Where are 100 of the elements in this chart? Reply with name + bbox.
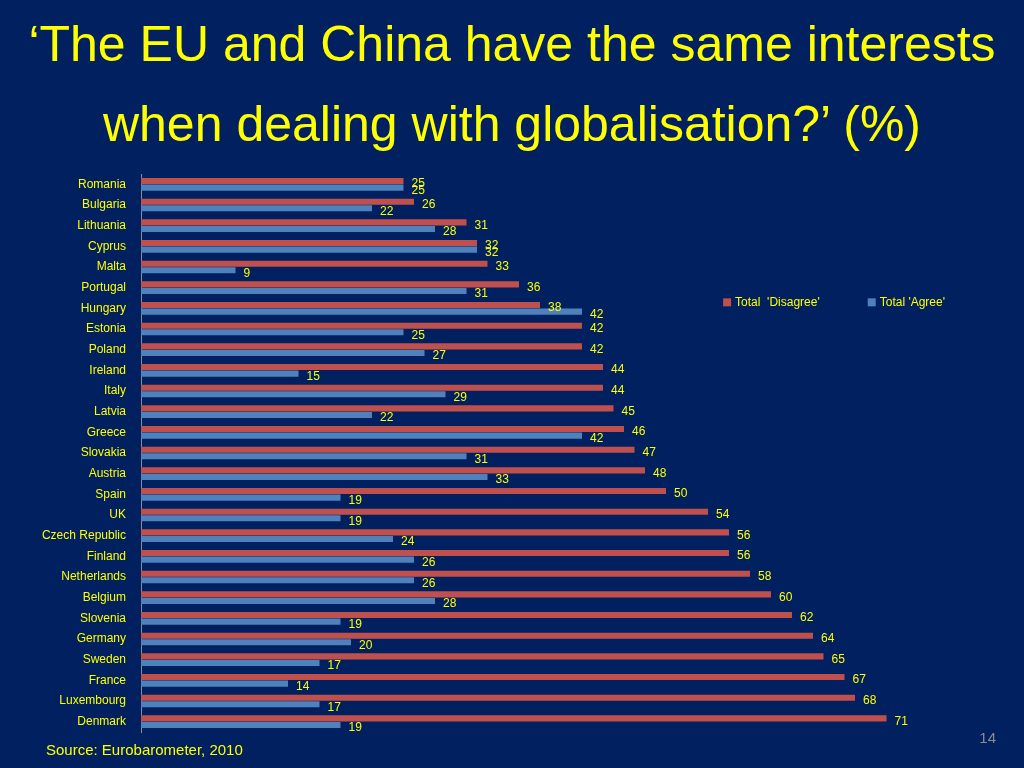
bar xyxy=(141,246,477,253)
bar xyxy=(141,653,824,660)
bar xyxy=(141,184,404,191)
data-label: 60 xyxy=(779,589,793,604)
y-tick-label: Poland xyxy=(88,341,126,356)
data-label: 62 xyxy=(800,610,814,625)
y-tick-label: Bulgaria xyxy=(81,197,127,212)
y-tick-label: Denmark xyxy=(77,713,127,728)
bar xyxy=(141,405,614,412)
chart-title: ‘The EU and China have the same interests when dealing with globalisation?’ (%) xyxy=(27,15,997,154)
data-label: 31 xyxy=(474,286,489,301)
y-tick-label: Spain xyxy=(95,486,126,501)
bar xyxy=(141,343,582,350)
data-label: 22 xyxy=(380,410,394,425)
data-label: 19 xyxy=(348,616,363,631)
bar xyxy=(141,515,341,522)
data-label: 46 xyxy=(632,424,646,439)
bar xyxy=(141,577,414,584)
data-label: 17 xyxy=(327,699,342,714)
bar xyxy=(141,301,540,309)
bar xyxy=(141,591,771,598)
data-label: 64 xyxy=(821,631,835,646)
data-label: 25 xyxy=(411,327,426,342)
bar xyxy=(141,205,372,212)
bar xyxy=(141,570,750,577)
y-tick-label: Lithuania xyxy=(77,217,127,232)
bar xyxy=(141,260,488,267)
bar xyxy=(141,715,887,722)
data-label: 33 xyxy=(495,259,510,274)
y-tick-label: Cyprus xyxy=(87,238,126,253)
bar xyxy=(141,556,414,563)
y-tick-label: Italy xyxy=(103,383,126,398)
data-label: 19 xyxy=(348,720,363,735)
bar xyxy=(141,701,320,708)
data-label: 17 xyxy=(327,658,342,673)
data-label: 56 xyxy=(737,527,751,542)
bar xyxy=(141,639,351,646)
legend-label: Total 'Agree' xyxy=(879,294,946,309)
bar xyxy=(141,721,341,729)
bar xyxy=(141,659,320,667)
bar xyxy=(141,529,729,536)
data-label: 42 xyxy=(590,430,604,445)
y-tick-label: Austria xyxy=(88,465,127,480)
bar xyxy=(141,467,645,474)
bar xyxy=(141,281,519,288)
data-label: 24 xyxy=(401,534,415,549)
data-label: 9 xyxy=(243,265,251,280)
data-label: 50 xyxy=(674,486,688,501)
data-label: 33 xyxy=(495,472,510,487)
data-label: 31 xyxy=(474,217,489,232)
data-label: 44 xyxy=(611,383,625,398)
data-label: 54 xyxy=(716,507,730,522)
bar xyxy=(141,198,414,205)
y-tick-label: Czech Republic xyxy=(41,527,126,542)
bar xyxy=(141,446,635,453)
y-tick-label: Estonia xyxy=(85,321,127,336)
data-label: 38 xyxy=(548,300,562,315)
y-tick-label: Latvia xyxy=(93,403,127,418)
data-label: 29 xyxy=(453,389,468,404)
data-label: 26 xyxy=(422,575,436,590)
y-tick-label: Germany xyxy=(76,631,126,646)
data-label: 36 xyxy=(527,279,541,294)
bar xyxy=(141,597,435,605)
y-tick-label: Luxembourg xyxy=(59,693,126,708)
y-tick-label: Netherlands xyxy=(61,569,126,584)
y-tick-label: Ireland xyxy=(89,362,126,377)
source-note: Source: Eurobarometer, 2010 xyxy=(46,741,243,759)
y-tick-label: Hungary xyxy=(80,300,126,315)
y-tick-label: Romania xyxy=(77,176,127,191)
y-tick-label: Portugal xyxy=(81,279,126,294)
bar xyxy=(141,549,729,557)
bar xyxy=(141,411,372,419)
data-label: 68 xyxy=(863,693,877,708)
data-label: 20 xyxy=(359,637,373,652)
bar xyxy=(141,239,477,247)
data-label: 42 xyxy=(590,321,604,336)
bar xyxy=(141,673,845,681)
y-tick-label: Slovakia xyxy=(80,445,127,460)
bar xyxy=(141,508,708,515)
data-label: 19 xyxy=(348,492,363,507)
data-label: 44 xyxy=(611,362,625,377)
data-label: 19 xyxy=(348,513,363,528)
bar xyxy=(141,680,288,687)
bar xyxy=(141,225,435,233)
y-tick-label: Finland xyxy=(86,548,126,563)
data-label: 27 xyxy=(432,348,447,363)
bar xyxy=(141,370,299,377)
data-label: 56 xyxy=(737,548,751,563)
bar xyxy=(141,632,813,639)
bar xyxy=(141,267,236,274)
legend-label: Total 'Disagree' xyxy=(735,294,820,309)
data-label: 28 xyxy=(443,224,457,239)
bar xyxy=(141,391,446,398)
data-label: 14 xyxy=(296,678,310,693)
y-tick-label: Belgium xyxy=(82,589,126,604)
bar xyxy=(141,329,404,336)
bar xyxy=(141,384,603,391)
data-label: 22 xyxy=(380,203,394,218)
data-label: 71 xyxy=(894,713,909,728)
data-label: 26 xyxy=(422,197,436,212)
